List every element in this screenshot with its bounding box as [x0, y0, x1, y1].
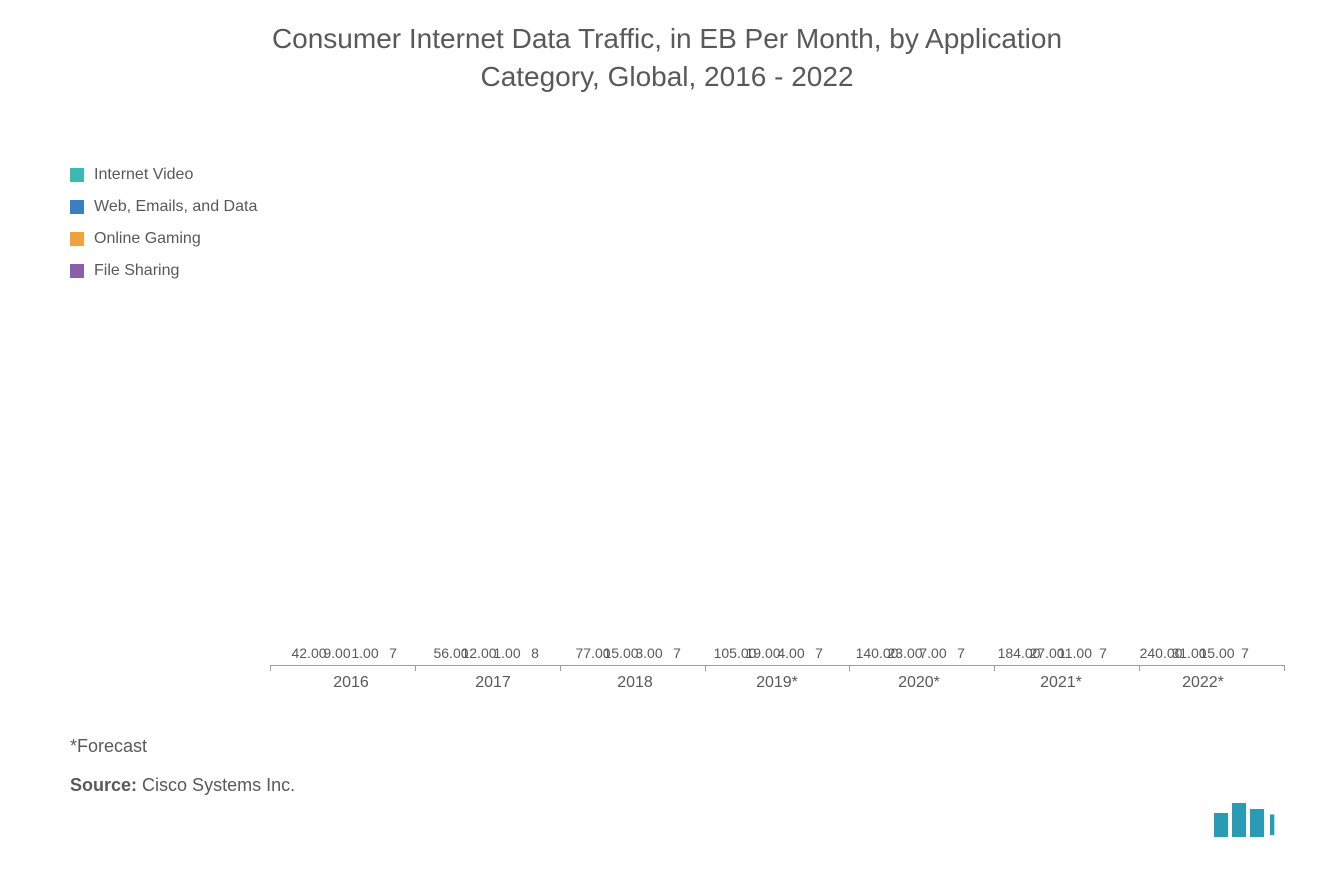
legend-swatch-icon — [70, 264, 84, 278]
axis-tick — [1284, 665, 1285, 671]
brand-logo-icon: I — [1214, 803, 1286, 847]
bar-group: 140.0023.007.00 7 — [859, 126, 979, 665]
forecast-footnote: *Forecast — [70, 736, 1294, 757]
legend-item: Online Gaming — [70, 230, 270, 248]
bar-value-label: 8 — [531, 645, 539, 661]
bar-group: 56.0012.001.00 8 — [433, 126, 553, 665]
bar-value-label: 7 — [957, 645, 965, 661]
plot-area: 42.009.001.00756.0012.001.00877.0015.003… — [270, 126, 1284, 666]
source-line: Source: Cisco Systems Inc. — [70, 775, 1294, 796]
x-axis-label: 2019* — [717, 674, 837, 706]
bar-value-label: 7 — [815, 645, 823, 661]
bar-column: 7 — [806, 645, 832, 665]
source-text: Cisco Systems Inc. — [142, 775, 295, 795]
legend-label: File Sharing — [94, 262, 179, 280]
bar-value-label: 7.00 — [919, 645, 946, 661]
bar-column: 105.00 — [722, 645, 748, 665]
bar-column: 7 — [1090, 645, 1116, 665]
bar-column: 15.00 — [1204, 645, 1230, 665]
bar-column: 3.00 — [636, 645, 662, 665]
x-axis-label: 2021* — [1001, 674, 1121, 706]
legend-swatch-icon — [70, 232, 84, 246]
bar-column: 23.00 — [892, 645, 918, 665]
bar-value-label: 15.00 — [1199, 645, 1234, 661]
bar-value-label: 1.00 — [493, 645, 520, 661]
x-axis-label: 2022* — [1143, 674, 1263, 706]
chart-area: Internet Video Web, Emails, and Data Onlin… — [40, 126, 1294, 706]
bar-group: 105.0019.004.00 7 — [717, 126, 837, 665]
bar-group: 42.009.001.00 7 — [291, 126, 411, 665]
x-axis-labels: 2016 2017 2018 2019* 2020* 2021* 2022* — [270, 666, 1284, 706]
x-axis-label: 2016 — [291, 674, 411, 706]
bar-group: 77.0015.003.00 7 — [575, 126, 695, 665]
bar-value-label: 7 — [389, 645, 397, 661]
bar-group: 184.0027.0011.00 7 — [1001, 126, 1121, 665]
bar-column: 140.00 — [864, 645, 890, 665]
bar-column: 15.00 — [608, 645, 634, 665]
legend-item: Internet Video — [70, 166, 270, 184]
svg-text:I: I — [1268, 809, 1276, 842]
legend-label: Internet Video — [94, 166, 193, 184]
bar-column: 11.00 — [1062, 645, 1088, 665]
bar-value-label: 23.00 — [887, 645, 922, 661]
legend-swatch-icon — [70, 168, 84, 182]
footnotes: *Forecast Source: Cisco Systems Inc. — [40, 736, 1294, 796]
bar-value-label: 7 — [1241, 645, 1249, 661]
bar-value-label: 12.00 — [461, 645, 496, 661]
bar-column: 9.00 — [324, 645, 350, 665]
bar-column: 8 — [522, 645, 548, 665]
legend-item: Web, Emails, and Data — [70, 198, 270, 216]
bar-column: 77.00 — [580, 645, 606, 665]
bar-column: 7 — [664, 645, 690, 665]
legend-swatch-icon — [70, 200, 84, 214]
bar-column: 19.00 — [750, 645, 776, 665]
bar-column: 7 — [1232, 645, 1258, 665]
bar-value-label: 15.00 — [603, 645, 638, 661]
bar-column: 1.00 — [352, 645, 378, 665]
bar-group: 240.0031.0015.00 7 — [1143, 126, 1263, 665]
x-axis-label: 2017 — [433, 674, 553, 706]
bar-value-label: 7 — [673, 645, 681, 661]
bar-column: 184.00 — [1006, 645, 1032, 665]
bar-value-label: 19.00 — [745, 645, 780, 661]
bar-value-label: 4.00 — [777, 645, 804, 661]
bar-column: 7.00 — [920, 645, 946, 665]
x-axis-label: 2020* — [859, 674, 979, 706]
legend-item: File Sharing — [70, 262, 270, 280]
bar-column: 1.00 — [494, 645, 520, 665]
bar-value-label: 11.00 — [1058, 645, 1092, 661]
legend: Internet Video Web, Emails, and Data Onlin… — [40, 126, 270, 706]
bar-column: 240.00 — [1148, 645, 1174, 665]
source-prefix: Source: — [70, 775, 137, 795]
bar-value-label: 1.00 — [351, 645, 378, 661]
bar-value-label: 7 — [1099, 645, 1107, 661]
legend-label: Web, Emails, and Data — [94, 198, 257, 216]
x-axis-label: 2018 — [575, 674, 695, 706]
bar-value-label: 3.00 — [635, 645, 662, 661]
plot: 42.009.001.00756.0012.001.00877.0015.003… — [270, 126, 1294, 706]
legend-label: Online Gaming — [94, 230, 201, 248]
bar-column: 27.00 — [1034, 645, 1060, 665]
bar-column: 42.00 — [296, 645, 322, 665]
bar-column: 7 — [380, 645, 406, 665]
bar-value-label: 42.00 — [291, 645, 326, 661]
bar-column: 31.00 — [1176, 645, 1202, 665]
bar-column: 4.00 — [778, 645, 804, 665]
bar-column: 12.00 — [466, 645, 492, 665]
bar-column: 56.00 — [438, 645, 464, 665]
bar-value-label: 9.00 — [323, 645, 350, 661]
chart-title: Consumer Internet Data Traffic, in EB Pe… — [217, 20, 1117, 96]
bar-column: 7 — [948, 645, 974, 665]
